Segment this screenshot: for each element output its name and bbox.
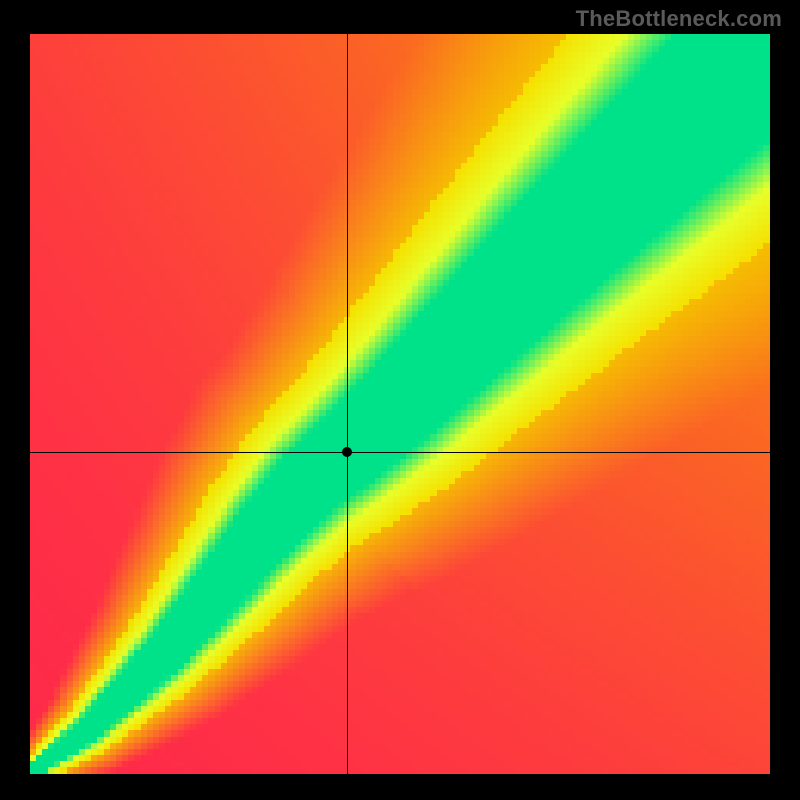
heatmap-plot — [30, 34, 770, 774]
root-container: TheBottleneck.com — [0, 0, 800, 800]
heatmap-canvas — [30, 34, 770, 774]
crosshair-horizontal — [30, 452, 770, 453]
watermark-text: TheBottleneck.com — [576, 6, 782, 32]
crosshair-vertical — [347, 34, 348, 774]
crosshair-point — [342, 447, 352, 457]
